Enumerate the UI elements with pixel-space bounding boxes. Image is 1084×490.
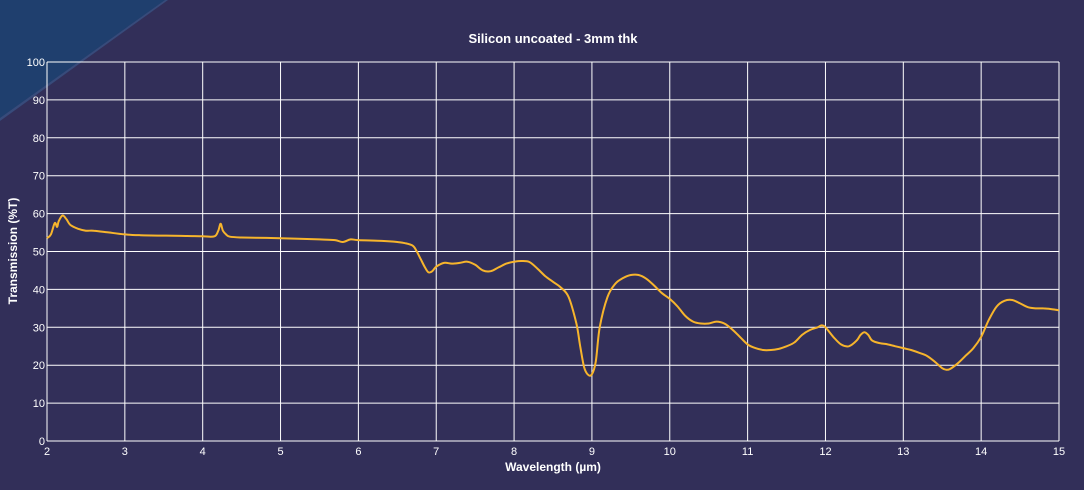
x-tick-label: 5	[277, 446, 283, 458]
x-tick-label: 14	[975, 446, 987, 458]
x-tick-label: 7	[433, 446, 439, 458]
x-tick-label: 10	[664, 446, 676, 458]
y-tick-label: 70	[33, 171, 45, 183]
x-tick-label: 15	[1053, 446, 1065, 458]
y-tick-label: 80	[33, 133, 45, 145]
y-tick-label: 40	[33, 284, 45, 296]
x-axis-ticks: 2 3 4 5 6 7 8 9 10 11 12 13 14 15	[44, 446, 1065, 458]
transmission-series-line	[46, 214, 1060, 377]
x-tick-label: 11	[742, 446, 753, 458]
y-tick-label: 60	[33, 209, 45, 221]
gridlines	[46, 61, 1060, 442]
y-axis-title: Transmission (%T)	[6, 198, 20, 305]
x-tick-label: 13	[897, 446, 909, 458]
x-tick-label: 3	[122, 446, 128, 458]
y-tick-label: 50	[33, 247, 45, 259]
x-tick-label: 9	[589, 446, 595, 458]
y-tick-label: 0	[39, 436, 45, 448]
x-tick-label: 2	[44, 446, 50, 458]
chart-title: Silicon uncoated - 3mm thk	[468, 31, 638, 46]
y-tick-label: 20	[33, 360, 45, 372]
y-tick-label: 90	[33, 95, 45, 107]
y-tick-label: 10	[33, 398, 45, 410]
corner-ribbon-decoration	[0, 0, 168, 121]
x-tick-label: 12	[819, 446, 831, 458]
x-tick-label: 6	[355, 446, 361, 458]
y-axis-ticks: 0 10 20 30 40 50 60 70 80 90 100	[27, 57, 45, 448]
x-tick-label: 4	[200, 446, 206, 458]
y-tick-label: 100	[27, 57, 45, 69]
y-tick-label: 30	[33, 322, 45, 334]
x-axis-title: Wavelength (µm)	[505, 460, 601, 474]
x-tick-label: 8	[511, 446, 517, 458]
